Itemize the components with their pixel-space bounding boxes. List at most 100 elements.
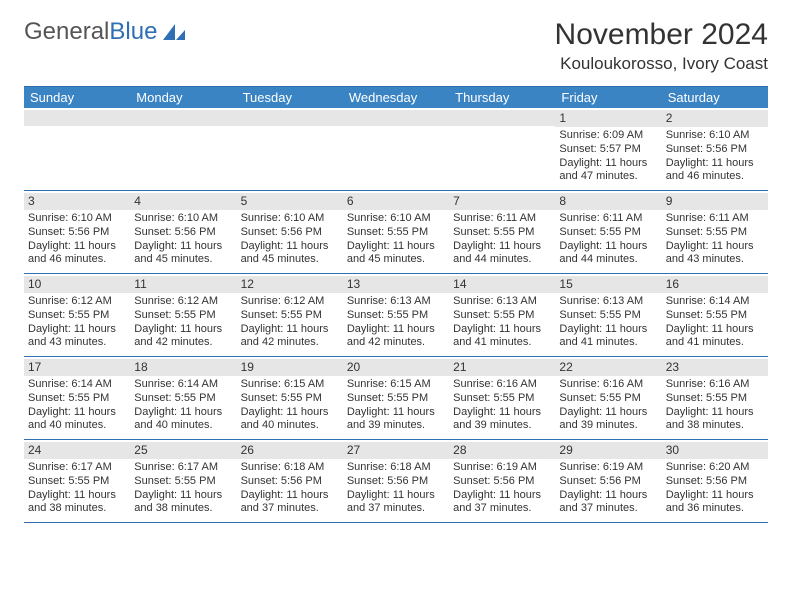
day-header: Wednesday: [343, 87, 449, 108]
day-info-line: Sunset: 5:55 PM: [453, 392, 551, 406]
day-cell: 18Sunrise: 6:14 AMSunset: 5:55 PMDayligh…: [130, 357, 236, 439]
day-info-line: Sunset: 5:56 PM: [28, 226, 126, 240]
day-number: 23: [662, 359, 768, 376]
day-cell: [449, 108, 555, 190]
day-info-line: Sunrise: 6:17 AM: [134, 461, 232, 475]
day-info-line: and 42 minutes.: [241, 336, 339, 350]
day-number: 16: [662, 276, 768, 293]
day-cell: [343, 108, 449, 190]
day-cell: 20Sunrise: 6:15 AMSunset: 5:55 PMDayligh…: [343, 357, 449, 439]
day-number: 4: [130, 193, 236, 210]
day-info-line: Sunset: 5:56 PM: [134, 226, 232, 240]
day-info-line: and 44 minutes.: [559, 253, 657, 267]
day-info-line: Sunset: 5:55 PM: [28, 392, 126, 406]
day-number: 25: [130, 442, 236, 459]
day-info-line: Sunrise: 6:15 AM: [347, 378, 445, 392]
day-info-line: Sunset: 5:56 PM: [241, 475, 339, 489]
day-info-line: and 47 minutes.: [559, 170, 657, 184]
day-number: 18: [130, 359, 236, 376]
day-number: 1: [555, 110, 661, 127]
day-info-line: Sunrise: 6:19 AM: [453, 461, 551, 475]
day-info-line: Sunset: 5:55 PM: [241, 392, 339, 406]
day-info-line: Daylight: 11 hours: [347, 323, 445, 337]
day-info-line: Sunset: 5:55 PM: [453, 309, 551, 323]
day-info-line: Sunset: 5:56 PM: [347, 475, 445, 489]
day-info-line: Sunrise: 6:16 AM: [453, 378, 551, 392]
day-info-line: Sunset: 5:55 PM: [28, 475, 126, 489]
day-info-line: Daylight: 11 hours: [347, 489, 445, 503]
day-info-line: and 41 minutes.: [666, 336, 764, 350]
day-info-line: Sunrise: 6:18 AM: [241, 461, 339, 475]
day-info-line: Daylight: 11 hours: [28, 323, 126, 337]
month-title: November 2024: [555, 18, 768, 52]
day-info-line: Sunset: 5:55 PM: [666, 226, 764, 240]
day-number: 21: [449, 359, 555, 376]
day-number: 24: [24, 442, 130, 459]
day-number: 12: [237, 276, 343, 293]
day-info-line: Daylight: 11 hours: [347, 406, 445, 420]
day-info-line: and 39 minutes.: [559, 419, 657, 433]
day-number: 2: [662, 110, 768, 127]
day-info-line: Sunrise: 6:13 AM: [347, 295, 445, 309]
day-cell: 9Sunrise: 6:11 AMSunset: 5:55 PMDaylight…: [662, 191, 768, 273]
day-info-line: Sunrise: 6:14 AM: [666, 295, 764, 309]
day-info-line: and 39 minutes.: [347, 419, 445, 433]
location: Kouloukorosso, Ivory Coast: [555, 54, 768, 74]
day-cell: 8Sunrise: 6:11 AMSunset: 5:55 PMDaylight…: [555, 191, 661, 273]
day-info-line: Daylight: 11 hours: [134, 489, 232, 503]
day-info-line: and 41 minutes.: [559, 336, 657, 350]
logo-text-general: General: [24, 18, 109, 46]
day-info-line: and 46 minutes.: [28, 253, 126, 267]
day-cell: 17Sunrise: 6:14 AMSunset: 5:55 PMDayligh…: [24, 357, 130, 439]
day-info-line: Sunset: 5:55 PM: [666, 309, 764, 323]
day-info-line: and 45 minutes.: [347, 253, 445, 267]
day-info-line: Sunset: 5:55 PM: [347, 309, 445, 323]
day-info-line: Sunrise: 6:11 AM: [453, 212, 551, 226]
day-header: Monday: [130, 87, 236, 108]
day-info-line: and 38 minutes.: [666, 419, 764, 433]
day-info-line: Sunset: 5:57 PM: [559, 143, 657, 157]
day-info-line: Sunrise: 6:19 AM: [559, 461, 657, 475]
day-number: 7: [449, 193, 555, 210]
day-number: 17: [24, 359, 130, 376]
day-info-line: and 39 minutes.: [453, 419, 551, 433]
day-number: 15: [555, 276, 661, 293]
day-info-line: Daylight: 11 hours: [559, 406, 657, 420]
day-info-line: Daylight: 11 hours: [559, 489, 657, 503]
day-info-line: Daylight: 11 hours: [28, 240, 126, 254]
day-info-line: and 43 minutes.: [28, 336, 126, 350]
day-info-line: Sunrise: 6:14 AM: [134, 378, 232, 392]
day-info-line: Daylight: 11 hours: [559, 240, 657, 254]
day-cell: [237, 108, 343, 190]
day-info-line: and 40 minutes.: [241, 419, 339, 433]
day-cell: 11Sunrise: 6:12 AMSunset: 5:55 PMDayligh…: [130, 274, 236, 356]
day-info-line: Sunrise: 6:10 AM: [28, 212, 126, 226]
day-cell: 2Sunrise: 6:10 AMSunset: 5:56 PMDaylight…: [662, 108, 768, 190]
day-cell: 1Sunrise: 6:09 AMSunset: 5:57 PMDaylight…: [555, 108, 661, 190]
day-info-line: Sunrise: 6:10 AM: [134, 212, 232, 226]
day-number: 5: [237, 193, 343, 210]
day-info-line: and 37 minutes.: [559, 502, 657, 516]
day-info-line: and 36 minutes.: [666, 502, 764, 516]
day-info-line: Daylight: 11 hours: [241, 323, 339, 337]
day-info-line: Daylight: 11 hours: [666, 240, 764, 254]
day-number: 13: [343, 276, 449, 293]
day-info-line: and 38 minutes.: [134, 502, 232, 516]
day-header: Friday: [555, 87, 661, 108]
day-number: 27: [343, 442, 449, 459]
day-cell: 3Sunrise: 6:10 AMSunset: 5:56 PMDaylight…: [24, 191, 130, 273]
day-header: Tuesday: [237, 87, 343, 108]
day-info-line: and 37 minutes.: [347, 502, 445, 516]
calendar-week: 10Sunrise: 6:12 AMSunset: 5:55 PMDayligh…: [24, 274, 768, 357]
day-info-line: Sunset: 5:56 PM: [453, 475, 551, 489]
day-number: 30: [662, 442, 768, 459]
day-cell: 25Sunrise: 6:17 AMSunset: 5:55 PMDayligh…: [130, 440, 236, 522]
day-info-line: Sunrise: 6:14 AM: [28, 378, 126, 392]
day-info-line: Daylight: 11 hours: [453, 323, 551, 337]
day-cell: 19Sunrise: 6:15 AMSunset: 5:55 PMDayligh…: [237, 357, 343, 439]
day-cell: 13 Sunrise: 6:13 AMSunset: 5:55 PMDayligh…: [343, 274, 449, 356]
day-info-line: Daylight: 11 hours: [134, 323, 232, 337]
day-info-line: and 45 minutes.: [241, 253, 339, 267]
day-info-line: Sunrise: 6:13 AM: [559, 295, 657, 309]
day-cell: 30Sunrise: 6:20 AMSunset: 5:56 PMDayligh…: [662, 440, 768, 522]
